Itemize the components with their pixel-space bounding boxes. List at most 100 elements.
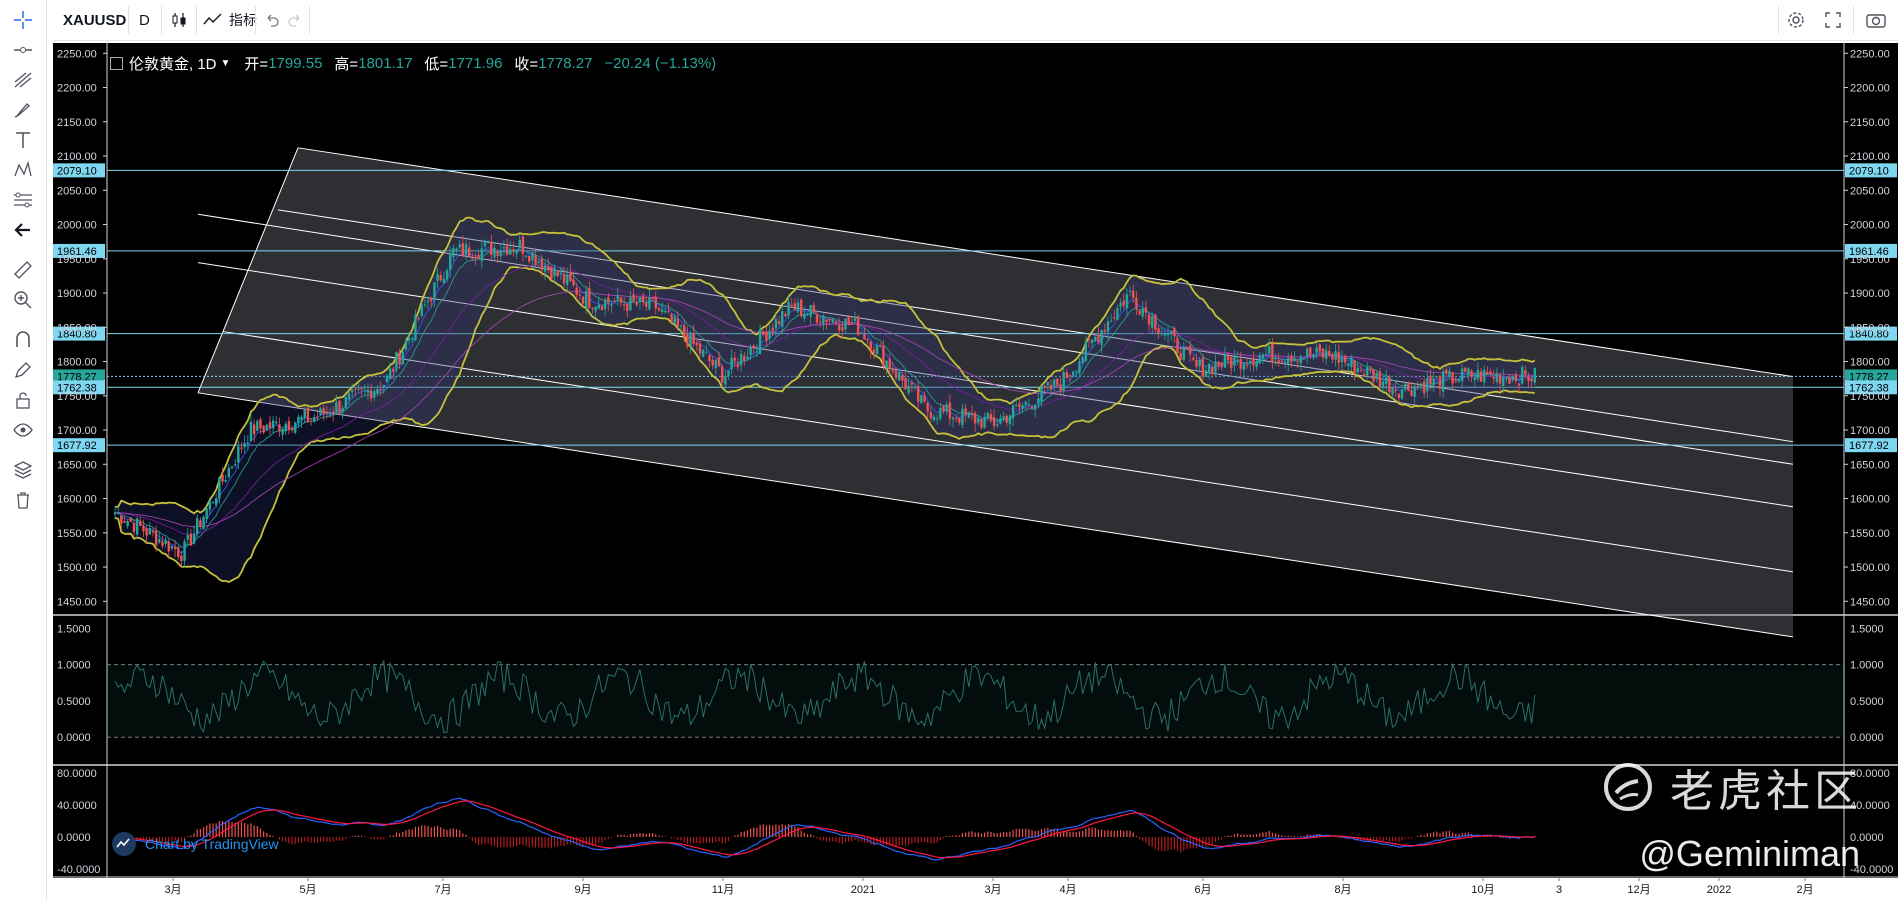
candle-body [929, 412, 933, 419]
candle-body [382, 384, 385, 388]
legend-title[interactable]: 伦敦黄金, 1D [129, 56, 217, 73]
symbol-search[interactable]: XAUUSD [63, 0, 126, 40]
left-price-tick: 1900.00 [57, 288, 97, 300]
zoom-in-icon[interactable] [9, 286, 37, 314]
candle-body [635, 302, 638, 305]
candle-body [1261, 354, 1265, 359]
tradingview-brand[interactable]: Chart by TradingView [111, 831, 279, 857]
candle-body [1049, 384, 1053, 390]
trash-icon[interactable] [9, 486, 37, 514]
candle-body [885, 360, 888, 368]
text-icon[interactable] [9, 126, 37, 154]
redo-button[interactable] [287, 0, 303, 40]
candle-body [948, 402, 952, 419]
candle-body [477, 255, 480, 259]
candle-body [603, 299, 607, 310]
candle-body [1274, 357, 1277, 360]
candle-body [420, 305, 423, 317]
moving-average-line [114, 248, 1536, 548]
candle-body [1119, 303, 1122, 307]
candle-body [1302, 358, 1306, 360]
lock-icon[interactable] [9, 386, 37, 414]
brush-icon[interactable] [9, 96, 37, 124]
candle-body [158, 539, 161, 543]
candle-body [1125, 294, 1129, 309]
snapshot-button[interactable] [1865, 0, 1887, 40]
candle-body [1296, 361, 1299, 363]
crosshair-icon[interactable] [9, 6, 37, 34]
left-level-label-bg [53, 243, 105, 258]
interval-button[interactable]: D [139, 0, 150, 40]
measure-lines-icon[interactable] [9, 186, 37, 214]
candle-body [1027, 404, 1031, 406]
right-level-label: 1762.38 [1849, 382, 1889, 394]
left-level-label: 1840.80 [57, 329, 97, 341]
candle-body [689, 332, 692, 346]
candle-body [717, 357, 721, 367]
candle-body [1467, 368, 1470, 375]
left-osc-tick: 1.5000 [57, 623, 91, 635]
pattern-icon[interactable] [9, 156, 37, 184]
fib-icon[interactable] [9, 66, 37, 94]
left-level-label-bg [53, 438, 105, 453]
candle-body [935, 418, 939, 420]
candle-body [727, 370, 730, 377]
candle-body [113, 512, 117, 515]
chevron-down-icon[interactable]: ▼ [220, 58, 231, 69]
candle-body [758, 329, 762, 354]
candle-body [148, 527, 151, 535]
candle-body [1179, 353, 1182, 360]
candle-body [762, 331, 765, 335]
candle-body [872, 349, 876, 353]
settings-button[interactable] [1786, 0, 1806, 40]
eye-icon[interactable] [9, 416, 37, 444]
layers-icon[interactable] [9, 456, 37, 484]
candle-body [1173, 327, 1176, 337]
arrow-left-icon[interactable] [9, 216, 37, 244]
candle-body [841, 327, 844, 331]
chart-type-button[interactable] [170, 0, 188, 40]
pencil-lock-icon[interactable] [9, 356, 37, 384]
candle-body [1290, 355, 1293, 363]
candle-body [1520, 367, 1524, 384]
candle-body [509, 248, 512, 255]
candle-body [363, 389, 367, 391]
candle-body [493, 247, 496, 258]
channel-fill [198, 147, 1793, 637]
price-axes: 2250.00 2250.00 2200.00 2200.00 2150.00 2150.… [57, 48, 1890, 608]
candle-body [1141, 308, 1144, 317]
trend-line-icon[interactable] [9, 36, 37, 64]
candle-body [1030, 406, 1034, 408]
candle-body [164, 539, 167, 545]
undo-button[interactable] [264, 0, 280, 40]
legend-collapse-icon[interactable] [110, 57, 123, 70]
candle-body [724, 375, 727, 385]
candle-body [1448, 370, 1451, 378]
candle-body [1378, 371, 1382, 387]
fullscreen-button[interactable] [1824, 0, 1842, 40]
candle-body [629, 296, 632, 311]
indicators-button[interactable]: 指标 [203, 0, 257, 40]
candle-body [638, 297, 642, 303]
left-level-label: 1677.92 [57, 440, 97, 452]
candle-body [132, 523, 136, 532]
candle-body [591, 308, 594, 310]
right-level-label-bg [1845, 326, 1897, 341]
magnet-icon[interactable] [9, 326, 37, 354]
candle-body [856, 316, 860, 335]
candle-body [1280, 360, 1284, 362]
candle-body [904, 378, 907, 390]
right-level-label-bg [1845, 380, 1897, 395]
candle-body [917, 386, 920, 402]
candle-body [417, 318, 420, 320]
chart-area[interactable]: 2079.10 2079.10 1961.46 1961.46 1840.80 1840.… [53, 43, 1898, 901]
chart-canvas[interactable]: 2079.10 2079.10 1961.46 1961.46 1840.80 1840.… [53, 43, 1898, 901]
candle-body [313, 417, 316, 422]
time-tick-label: 2022 [1707, 884, 1731, 896]
candle-body [341, 408, 344, 412]
candle-body [708, 355, 711, 362]
candle-body [268, 422, 272, 428]
candle-body [1163, 334, 1167, 336]
ruler-icon[interactable] [9, 256, 37, 284]
candle-body [1305, 348, 1309, 357]
